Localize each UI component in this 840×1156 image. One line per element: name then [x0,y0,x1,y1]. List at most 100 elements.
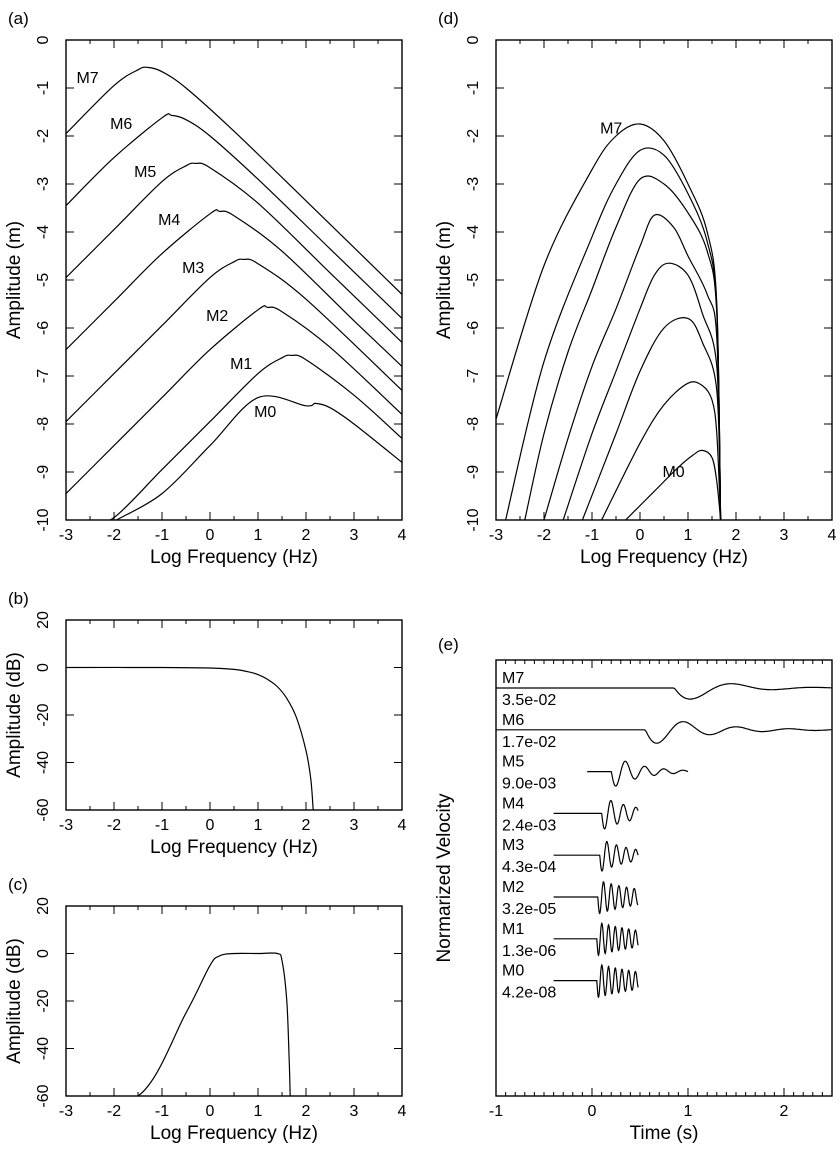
series-line-d-m0 [625,449,722,520]
y-tick-label-b: -60 [35,798,52,821]
series-line-a-m0 [116,395,402,520]
y-axis-title-e: Normarized Velocity [434,793,455,962]
series-line-a-m7 [66,66,402,295]
panel-label-b: (b) [8,589,29,608]
x-tick-label-b: 2 [302,817,311,834]
x-tick-label-d: -1 [585,527,599,544]
y-tick-label-d: 0 [465,35,482,44]
x-tick-label-e: 2 [780,1103,789,1120]
series-label-a: M6 [110,116,132,133]
series-label-d: M0 [662,464,684,481]
y-tick-label-c: -20 [35,989,52,1012]
series-label-a: M4 [158,212,180,229]
x-tick-label-e: 1 [684,1103,693,1120]
series-label-a: M1 [230,356,252,373]
series-line-a-m2 [66,305,402,495]
x-tick-label-a: -3 [59,527,73,544]
series-label-d: M7 [600,121,622,138]
x-axis-title-e: Time (s) [630,1123,699,1144]
x-tick-label-b: -1 [155,817,169,834]
trace-peak-m2: 3.2e-05 [502,901,556,918]
y-axis-title-a: Amplitude (m) [4,221,25,339]
x-tick-label-a: 0 [206,527,215,544]
y-tick-label-a: -8 [35,417,52,431]
y-tick-label-d: -3 [465,177,482,191]
series-line-d-m7 [496,123,722,520]
plot-frame-d [495,39,833,521]
series-line-a-m1 [92,354,402,520]
panel-label-d: (d) [438,9,459,28]
trace-name-m0: M0 [502,963,524,980]
x-tick-label-a: -1 [155,527,169,544]
x-tick-label-b: 0 [206,817,215,834]
trace-name-m3: M3 [502,837,524,854]
trace-peak-m3: 4.3e-04 [502,859,556,876]
y-tick-label-d: -2 [465,129,482,143]
panel-label-c: (c) [8,875,28,894]
x-tick-label-c: 0 [206,1103,215,1120]
x-axis-title-b: Log Frequency (Hz) [150,837,318,858]
series-label-a: M2 [206,308,228,325]
x-tick-label-c: -2 [107,1103,121,1120]
series-label-a: M5 [134,164,156,181]
x-tick-label-c: 4 [398,1103,407,1120]
y-tick-label-a: -10 [35,508,52,531]
series-line-c-0 [66,952,291,1096]
trace-line-m6 [496,721,832,744]
x-tick-label-d: -2 [537,527,551,544]
y-axis-title-d: Amplitude (m) [434,221,455,339]
y-tick-label-a: -2 [35,129,52,143]
plot-frame-b [65,619,403,811]
series-line-d-5 [581,317,722,520]
x-tick-label-b: 1 [254,817,263,834]
x-tick-label-a: 1 [254,527,263,544]
y-tick-label-d: -10 [465,508,482,531]
x-tick-label-b: 3 [350,817,359,834]
panel-label-a: (a) [8,9,29,28]
x-tick-label-c: -3 [59,1103,73,1120]
y-tick-label-d: -5 [465,273,482,287]
x-tick-label-d: 4 [828,527,837,544]
series-line-a-m3 [66,258,402,423]
series-line-d-1 [505,147,722,520]
trace-name-m2: M2 [502,879,524,896]
panel-label-e: (e) [438,635,459,654]
x-tick-label-c: -1 [155,1103,169,1120]
x-tick-label-c: 1 [254,1103,263,1120]
x-tick-label-a: -2 [107,527,121,544]
y-axis-title-c: Amplitude (dB) [4,938,25,1064]
y-tick-label-d: -1 [465,81,482,95]
y-tick-label-b: -20 [35,703,52,726]
x-tick-label-a: 3 [350,527,359,544]
trace-name-m4: M4 [502,795,524,812]
y-tick-label-a: -9 [35,465,52,479]
x-tick-label-d: -3 [489,527,503,544]
series-line-d-3 [543,213,722,520]
x-tick-label-e: 0 [588,1103,597,1120]
x-tick-label-b: -3 [59,817,73,834]
y-tick-label-a: -6 [35,321,52,335]
y-tick-label-b: -40 [35,751,52,774]
y-tick-label-d: -8 [465,417,482,431]
x-tick-label-d: 1 [684,527,693,544]
x-tick-label-c: 2 [302,1103,311,1120]
plot-frame-c [65,905,403,1097]
trace-line-m0 [553,964,639,999]
series-label-a: M7 [76,70,98,87]
y-tick-label-a: -7 [35,369,52,383]
y-tick-label-a: -5 [35,273,52,287]
y-axis-title-b: Amplitude (dB) [4,652,25,778]
trace-name-m6: M6 [502,712,524,729]
x-tick-label-e: -1 [489,1103,503,1120]
series-label-a: M3 [182,260,204,277]
x-tick-label-a: 4 [398,527,407,544]
trace-name-m1: M1 [502,921,524,938]
x-tick-label-b: 4 [398,817,407,834]
y-tick-label-c: 20 [35,897,52,915]
plot-frame-e [495,659,833,1097]
x-axis-title-d: Log Frequency (Hz) [580,547,748,568]
y-tick-label-a: 0 [35,35,52,44]
x-tick-label-d: 2 [732,527,741,544]
y-tick-label-d: -9 [465,465,482,479]
